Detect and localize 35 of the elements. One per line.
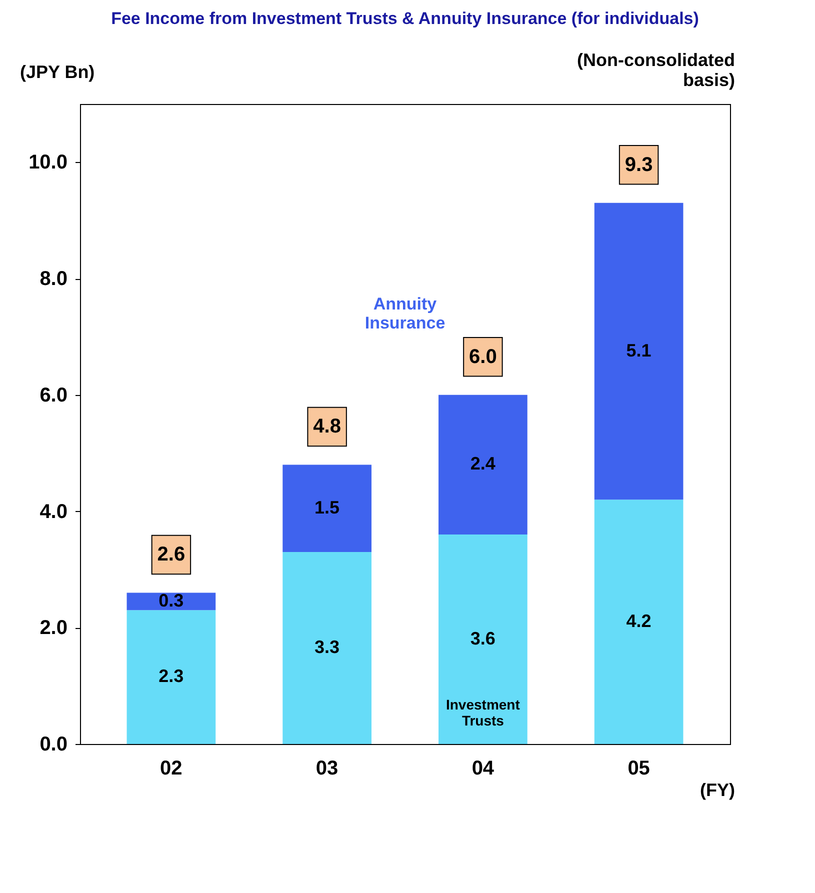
bar	[438, 534, 528, 744]
y-tick-label: 8.0	[40, 268, 68, 290]
data-label: 5.1	[626, 340, 652, 360]
total-label: 6.0	[469, 346, 497, 368]
data-label: 2.4	[470, 454, 496, 474]
bar	[438, 394, 528, 535]
data-label: 3.3	[314, 637, 340, 657]
y-tick-label: 2.0	[40, 617, 68, 640]
x-tick-label: 03	[316, 758, 338, 780]
text: Annuity Insurance	[364, 294, 446, 332]
y-tick-label: 6.0	[40, 384, 68, 406]
bar	[594, 500, 684, 744]
text: (Non-consolidated basis)	[577, 50, 735, 90]
data-label: 4.2	[626, 610, 652, 631]
x-tick-label: 05	[628, 758, 650, 780]
data-label: 3.6	[470, 628, 496, 648]
text: (FY)	[700, 780, 735, 800]
y-tick-label: 4.0	[40, 500, 68, 523]
x-tick-label: 02	[160, 758, 182, 780]
text: (JPY Bn)	[20, 62, 95, 82]
data-label: 2.3	[158, 666, 184, 686]
bar	[282, 552, 372, 744]
bar	[282, 464, 372, 552]
data-label: 0.3	[158, 590, 184, 610]
x-tick-label: 04	[472, 758, 495, 780]
y-tick-label: 10.0	[28, 152, 68, 174]
chart-title: Fee Income from Investment Trusts & Annuity Insurance (for individuals)	[111, 9, 699, 28]
bar	[126, 610, 216, 744]
y-tick-label: 0.0	[40, 734, 68, 756]
bar	[594, 202, 684, 500]
total-label: 4.8	[313, 416, 341, 438]
total-label: 9.3	[624, 154, 653, 176]
total-label: 2.6	[157, 544, 186, 566]
data-label: 1.5	[314, 497, 340, 518]
series-label: Investment Trusts	[446, 696, 520, 729]
